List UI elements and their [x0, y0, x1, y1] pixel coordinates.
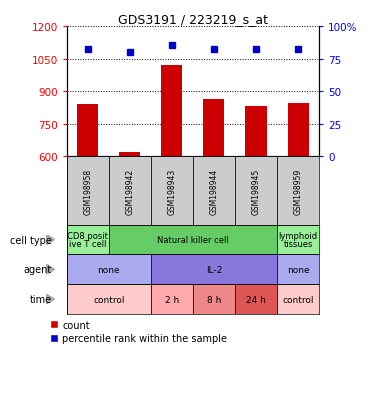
Bar [67, 285, 151, 314]
Bar [288, 104, 309, 157]
Bar [161, 66, 183, 157]
Text: control: control [93, 295, 125, 304]
Bar [277, 255, 319, 285]
Polygon shape [46, 235, 55, 245]
Text: GSM198945: GSM198945 [252, 168, 260, 214]
Bar [277, 157, 319, 225]
Bar [235, 157, 277, 225]
Text: Natural killer cell: Natural killer cell [157, 235, 229, 244]
Text: CD8 posit
ive T cell: CD8 posit ive T cell [68, 231, 108, 249]
Bar [67, 225, 109, 255]
Bar [235, 285, 277, 314]
Legend: count, percentile rank within the sample: count, percentile rank within the sample [49, 319, 228, 344]
Text: IL-2: IL-2 [206, 265, 222, 274]
Bar [67, 255, 151, 285]
Bar [277, 225, 319, 255]
Bar [67, 157, 109, 225]
Text: 24 h: 24 h [246, 295, 266, 304]
Text: 8 h: 8 h [207, 295, 221, 304]
Text: GSM198943: GSM198943 [167, 168, 176, 214]
Bar [109, 225, 277, 255]
Text: GSM198958: GSM198958 [83, 168, 92, 214]
Text: GSM198944: GSM198944 [210, 168, 219, 214]
Text: GSM198942: GSM198942 [125, 168, 134, 214]
Bar [119, 152, 140, 157]
Text: 2 h: 2 h [165, 295, 179, 304]
Title: GDS3191 / 223219_s_at: GDS3191 / 223219_s_at [118, 13, 268, 26]
Polygon shape [46, 294, 55, 304]
Text: none: none [287, 265, 309, 274]
Text: control: control [282, 295, 314, 304]
Bar [151, 157, 193, 225]
Bar [151, 255, 277, 285]
Text: none: none [98, 265, 120, 274]
Polygon shape [46, 265, 55, 275]
Text: lymphoid
tissues: lymphoid tissues [279, 231, 318, 249]
Bar [151, 285, 193, 314]
Bar [109, 157, 151, 225]
Text: GSM198959: GSM198959 [293, 168, 302, 214]
Bar [77, 105, 98, 157]
Bar [246, 107, 266, 157]
Text: time: time [30, 294, 52, 304]
Bar [277, 285, 319, 314]
Text: cell type: cell type [10, 235, 52, 245]
Text: agent: agent [24, 265, 52, 275]
Bar [193, 157, 235, 225]
Bar [193, 285, 235, 314]
Bar [203, 100, 224, 157]
